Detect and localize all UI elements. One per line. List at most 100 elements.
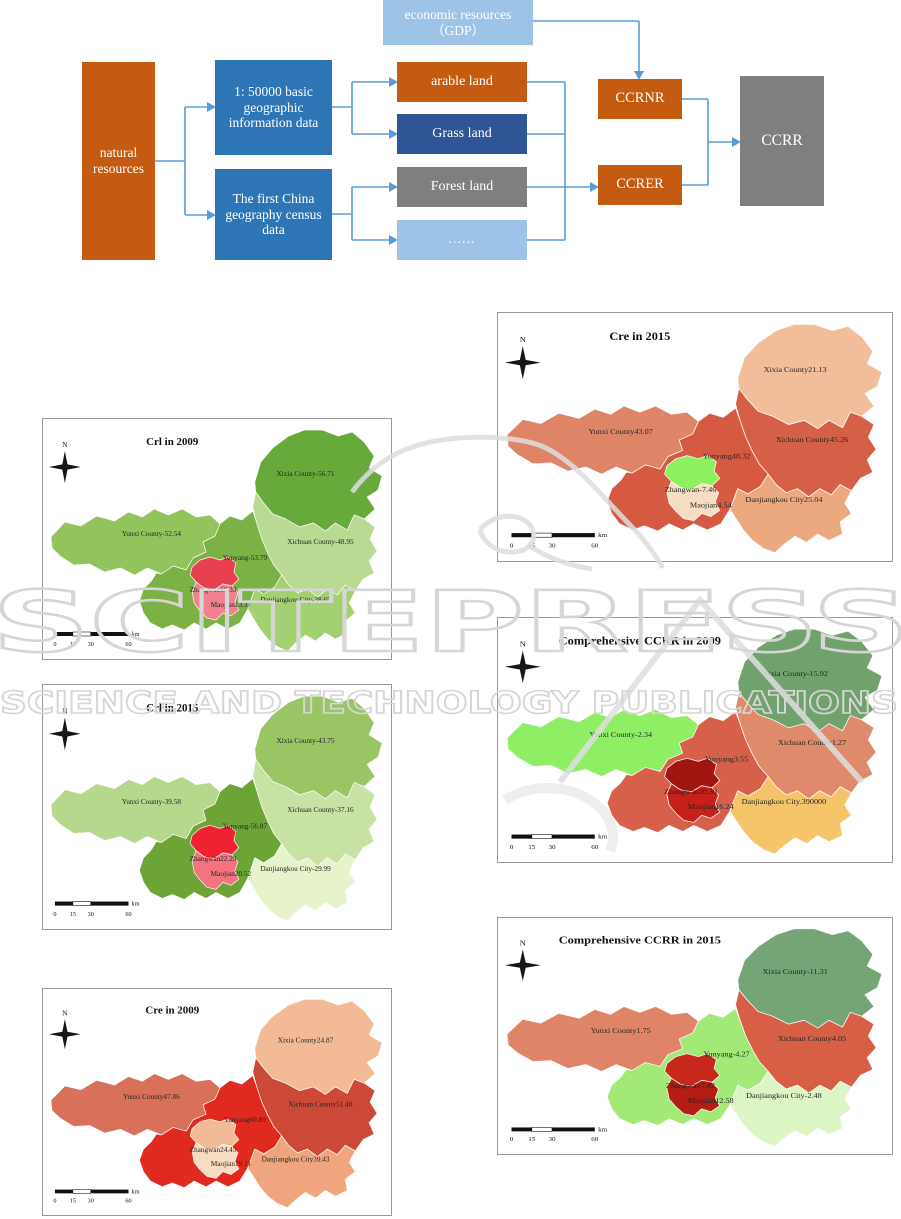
- map-title: Crl in 2015: [146, 702, 199, 714]
- region-label-yunyang: Yunyang60.89: [224, 1116, 266, 1124]
- region-label-xixia: Xixia County-11.31: [763, 968, 828, 976]
- north-arrow: N: [48, 1010, 81, 1050]
- region-label-xichuan: Xichuan County-48.95: [287, 538, 354, 546]
- svg-text:60: 60: [591, 543, 599, 550]
- flowchart-node-basic-geographic-data: 1: 50000 basic geographic information da…: [215, 60, 332, 155]
- flowchart-node-arable-land: arable land: [397, 62, 527, 102]
- region-label-xixia: Xixia County-56.71: [277, 470, 335, 478]
- scale-bar: 0 15 30 60 km: [53, 901, 139, 918]
- svg-text:km: km: [598, 1127, 608, 1134]
- region-label-zhangwan: Zhangwan22.29: [190, 854, 237, 863]
- region-label-danjiangkou: Danjiangkou City-38.65: [260, 596, 331, 604]
- svg-text:0: 0: [53, 641, 56, 648]
- flowchart-node-natural-resources: natural resources: [82, 62, 155, 260]
- map-panel-ccrr-2009: Comprehensive CCRR in 2009 N Xixia Count…: [497, 617, 893, 863]
- map-title: Crl in 2009: [146, 436, 199, 448]
- gdp-line1: economic resources: [404, 6, 512, 22]
- scale-bar: 0 15 30 60 km: [510, 1127, 608, 1143]
- region-label-yunxi: Yunxi County47.86: [123, 1093, 180, 1101]
- svg-text:15: 15: [70, 641, 76, 648]
- region-label-zhangwan: Zhangwan7.42: [666, 1082, 715, 1090]
- region-label-zhangwan: Zhangwan16.33: [190, 586, 237, 594]
- region-label-maojian: Maojian16.24: [688, 802, 734, 811]
- svg-text:N: N: [62, 706, 68, 715]
- flowchart: natural resources 1: 50000 basic geograp…: [0, 0, 901, 285]
- map-title: Comprehensive CCRR in 2009: [559, 634, 721, 647]
- region-label-xichuan: Xichuan County51.48: [288, 1101, 352, 1109]
- region-label-danjiangkou: Danjiangkou City-29.99: [260, 864, 331, 873]
- scale-bar: 0 15 30 60 km: [53, 1189, 140, 1205]
- region-label-yunyang: Yunyang3.55: [705, 755, 749, 764]
- north-arrow: N: [48, 706, 81, 751]
- svg-text:N: N: [520, 335, 526, 344]
- region-label-xichuan: Xichuan County45.26: [776, 435, 849, 444]
- svg-text:N: N: [520, 640, 526, 649]
- map-panel-crl-2009: Crl in 2009 N Xixia County-56.71 Yunxi C…: [42, 418, 392, 660]
- region-label-xixia: Xixia County24.87: [278, 1037, 334, 1045]
- svg-text:60: 60: [125, 641, 131, 648]
- svg-text:km: km: [131, 901, 139, 908]
- map-panel-ccrr-2015: Comprehensive CCRR in 2015 N Xixia Count…: [497, 917, 893, 1155]
- region-label-maojian: Maojian19.11: [211, 1160, 252, 1168]
- region-label-yunxi: Yunxi County-2.34: [589, 730, 652, 739]
- svg-text:0: 0: [53, 911, 56, 918]
- flowchart-node-ccrer: CCRER: [598, 165, 682, 205]
- north-arrow: N: [504, 939, 541, 981]
- north-arrow: N: [48, 440, 81, 483]
- region-label-yunxi: Yunxi County-52.54: [122, 530, 182, 538]
- region-label-zhangwan: Zhangwan-7.46: [665, 485, 717, 494]
- flowchart-node-forest-land: Forest land: [397, 167, 527, 207]
- flowchart-node-grass-land: Grass land: [397, 114, 527, 154]
- region-label-danjiangkou: Danjiangkou City.390000: [742, 797, 827, 806]
- svg-text:30: 30: [548, 543, 556, 550]
- svg-text:60: 60: [125, 1199, 131, 1205]
- svg-text:30: 30: [548, 1137, 556, 1144]
- gdp-line2: （GDP）: [430, 22, 485, 38]
- flowchart-node-geography-census-data: The first China geography census data: [215, 169, 332, 260]
- svg-text:60: 60: [591, 844, 599, 851]
- scale-bar: 0 15 30 60 km: [510, 532, 608, 549]
- svg-text:N: N: [62, 1010, 68, 1018]
- region-label-yunxi: Yunxi County-39.58: [122, 797, 182, 806]
- map-title: Comprehensive CCRR in 2015: [559, 934, 721, 946]
- flowchart-node-ccrr: CCRR: [740, 76, 824, 206]
- region-label-zhangwan: Zhangwan24.45: [190, 1146, 237, 1154]
- flowchart-node-ccrnr: CCRNR: [598, 79, 682, 119]
- svg-text:km: km: [131, 631, 139, 638]
- region-label-maojian: Maojian13.37: [211, 601, 252, 609]
- region-label-yunyang: Yunyang-56.87: [223, 821, 268, 830]
- svg-text:km: km: [598, 532, 608, 539]
- map-panel-crl-2015: Crl in 2015 N Xixia County-43.75 Yunxi C…: [42, 684, 392, 930]
- map-title: Cre in 2009: [145, 1006, 199, 1017]
- map-panel-cre-2009: Cre in 2009 N Xixia County24.87 Yunxi Co…: [42, 988, 392, 1216]
- svg-text:15: 15: [528, 543, 536, 550]
- region-label-xichuan: Xichuan County4.05: [778, 1034, 847, 1042]
- north-arrow: N: [504, 640, 541, 684]
- svg-text:30: 30: [548, 844, 556, 851]
- svg-text:0: 0: [510, 844, 514, 851]
- svg-text:km: km: [131, 1189, 139, 1195]
- region-label-yunxi: Yunxi County43.07: [589, 427, 653, 436]
- svg-text:0: 0: [510, 1137, 514, 1144]
- scale-bar: 0 15 30 60 km: [510, 834, 608, 851]
- svg-text:60: 60: [591, 1137, 599, 1144]
- map-panel-cre-2015: Cre in 2015 N Xixia County21.13 Yunxi Co…: [497, 312, 893, 562]
- region-label-danjiangkou: Danjiangkou City39.43: [262, 1155, 330, 1163]
- svg-text:30: 30: [88, 1199, 94, 1205]
- region-label-maojian: Maojian12.58: [688, 1096, 734, 1104]
- region-label-maojian: Maojian4.54: [690, 501, 732, 510]
- scale-bar: 0 15 30 60 km: [53, 631, 139, 648]
- svg-text:30: 30: [88, 911, 94, 918]
- svg-text:km: km: [598, 834, 608, 841]
- svg-text:15: 15: [528, 1137, 536, 1144]
- svg-text:0: 0: [510, 543, 514, 550]
- svg-text:N: N: [520, 939, 526, 947]
- flowchart-node-economic-resources-gdp: economic resources （GDP）: [383, 0, 533, 45]
- svg-text:15: 15: [70, 911, 76, 918]
- svg-text:60: 60: [125, 911, 131, 918]
- region-label-zhangwan: Zhangwan20.39: [664, 787, 717, 796]
- region-label-danjiangkou: Danjiangkou City25.04: [745, 495, 822, 504]
- region-label-xichuan: Xichuan County-37.16: [287, 805, 354, 814]
- north-arrow: N: [504, 335, 541, 380]
